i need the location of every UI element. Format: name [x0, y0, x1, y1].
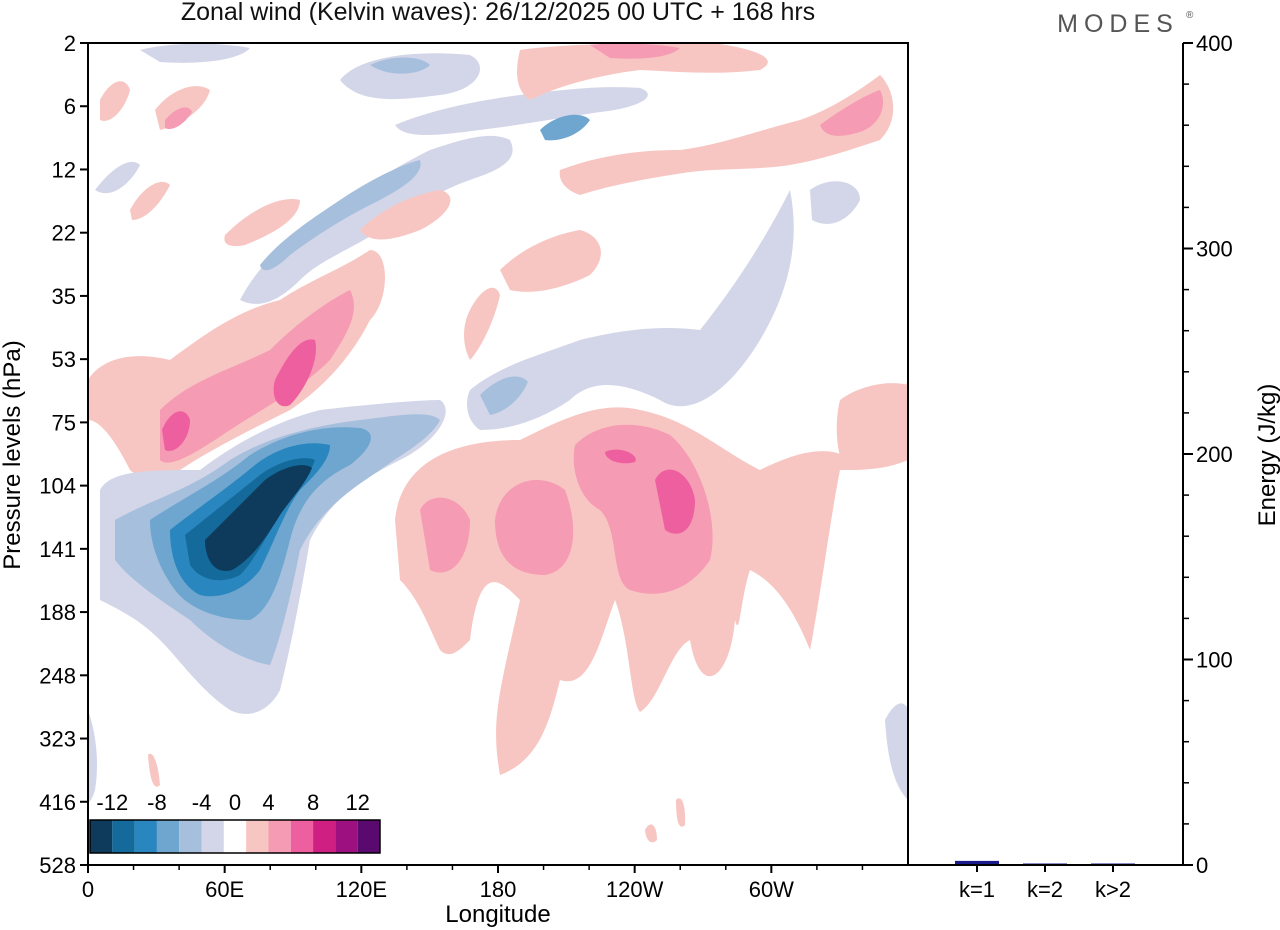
easterly-upper-band-2 — [395, 87, 648, 135]
x-tick-label: 180 — [480, 877, 517, 902]
easterly-upper-core-2 — [540, 114, 590, 141]
y-tick-label: 528 — [39, 853, 76, 878]
colorbar-swatch — [223, 820, 247, 853]
colorbar-swatch — [246, 820, 269, 853]
easterly-core — [205, 465, 312, 571]
y-tick-label: 75 — [52, 410, 76, 435]
westerly-lower-max — [655, 469, 695, 534]
modes-logo: MODES ® — [1057, 10, 1194, 38]
longitude-axis: 0 60E 120E 180 120W 60W — [82, 865, 864, 902]
y-tick-label: 6 — [64, 94, 76, 119]
contour-field — [88, 43, 908, 843]
colorbar-label: -12 — [96, 790, 128, 815]
easterly-mid-band — [467, 190, 794, 430]
westerly-patch-6 — [464, 287, 500, 360]
westerly-lower-core-3 — [573, 424, 713, 594]
x-tick-label: 60W — [749, 877, 794, 902]
westerly-patch-4-core — [165, 107, 192, 130]
x-tick-label: 60E — [205, 877, 244, 902]
westerly-top-stripe — [517, 43, 768, 100]
colorbar-swatch — [268, 820, 291, 853]
y-tick-label: 22 — [52, 221, 76, 246]
energy-bar — [955, 860, 999, 865]
westerly-patch-1 — [224, 199, 300, 247]
colorbar-swatch — [179, 820, 202, 853]
colorbar-swatch — [335, 820, 358, 853]
easterly-left-patch — [95, 161, 140, 194]
energy-category-label: k=1 — [959, 877, 995, 902]
westerly-band-core-2 — [162, 411, 190, 451]
pressure-axis: 2 6 12 22 35 53 75 104 141 188 248 323 416 528 — [39, 31, 88, 878]
westerly-upper-band — [559, 75, 894, 195]
colorbar-label: 4 — [262, 790, 274, 815]
energy-panel: 0 100 200 300 400 k=1 k=2 k>2 — [955, 31, 1233, 902]
westerly-patch-3 — [100, 81, 130, 121]
westerly-band-mid — [160, 290, 354, 463]
x-tick-label: 120E — [336, 877, 387, 902]
y-tick-label: 141 — [39, 537, 76, 562]
colorbar-swatch — [201, 820, 224, 853]
energy-tick-label: 400 — [1196, 31, 1233, 56]
y-tick-label: 323 — [39, 727, 76, 752]
y-tick-label: 104 — [39, 474, 76, 499]
y-tick-label: 248 — [39, 663, 76, 688]
x-tick-label: 120W — [606, 877, 664, 902]
colorbar-label: 8 — [307, 790, 319, 815]
colorbar-label: -4 — [192, 790, 212, 815]
westerly-upper-core — [820, 90, 884, 136]
y-tick-label: 53 — [52, 347, 76, 372]
energy-tick-label: 300 — [1196, 237, 1233, 262]
westerly-top-core — [590, 43, 680, 59]
x-axis-label: Longitude — [445, 901, 550, 928]
westerly-lower-core-2 — [495, 480, 574, 575]
energy-tick-label: 0 — [1196, 853, 1208, 878]
colorbar-label: 0 — [229, 790, 241, 815]
y-axis-label: Pressure levels (hPa) — [0, 340, 26, 569]
y-tick-label: 35 — [52, 284, 76, 309]
colorbar-label: 12 — [345, 790, 369, 815]
colorbar-frame — [89, 819, 381, 854]
easterly-east-patch — [810, 181, 860, 224]
westerly-band-core — [273, 339, 316, 407]
easterly-upper-band-core — [260, 160, 421, 271]
westerly-patch-2 — [360, 190, 451, 240]
easterly-east-lower — [885, 703, 908, 800]
easterly-mid-core — [480, 376, 528, 415]
y-tick-label: 188 — [39, 600, 76, 625]
westerly-lower-core-1 — [420, 497, 470, 573]
colorbar-legend: -12 -8 -4 0 4 8 12 — [89, 790, 381, 854]
westerly-lower-blip-3 — [676, 798, 686, 827]
x-tick-label: 0 — [82, 877, 94, 902]
westerly-patch-5 — [130, 181, 170, 220]
easterly-top-core — [370, 57, 430, 74]
energy-tick-label: 100 — [1196, 648, 1233, 673]
colorbar-swatch — [290, 820, 314, 853]
westerly-east-mid — [836, 383, 908, 470]
colorbar-swatch — [90, 820, 113, 853]
energy-axis-label: Energy (J/kg) — [1254, 384, 1280, 527]
colorbar-swatch — [156, 820, 180, 853]
y-tick-label: 416 — [39, 790, 76, 815]
colorbar-swatch — [313, 820, 336, 853]
logo-text: MODES — [1057, 10, 1179, 38]
colorbar-swatch — [134, 820, 157, 853]
y-tick-label: 12 — [52, 157, 76, 182]
colorbar-swatch — [357, 820, 380, 853]
energy-tick-label: 200 — [1196, 442, 1233, 467]
westerly-lower-blip — [148, 753, 160, 787]
energy-category-label: k>2 — [1095, 877, 1131, 902]
energy-category-label: k=2 — [1027, 877, 1063, 902]
y-tick-label: 2 — [64, 31, 76, 56]
westerly-mid-patch — [500, 230, 601, 292]
logo-mark: ® — [1186, 10, 1194, 21]
easterly-west-lower — [88, 710, 98, 802]
easterly-topleft-patch — [140, 43, 250, 63]
westerly-lower-blip-2 — [645, 824, 657, 843]
colorbar-label: -8 — [147, 790, 167, 815]
westerly-lower-max-2 — [605, 449, 636, 464]
chart-title: Zonal wind (Kelvin waves): 26/12/2025 00… — [181, 0, 815, 26]
colorbar-swatch — [112, 820, 135, 853]
